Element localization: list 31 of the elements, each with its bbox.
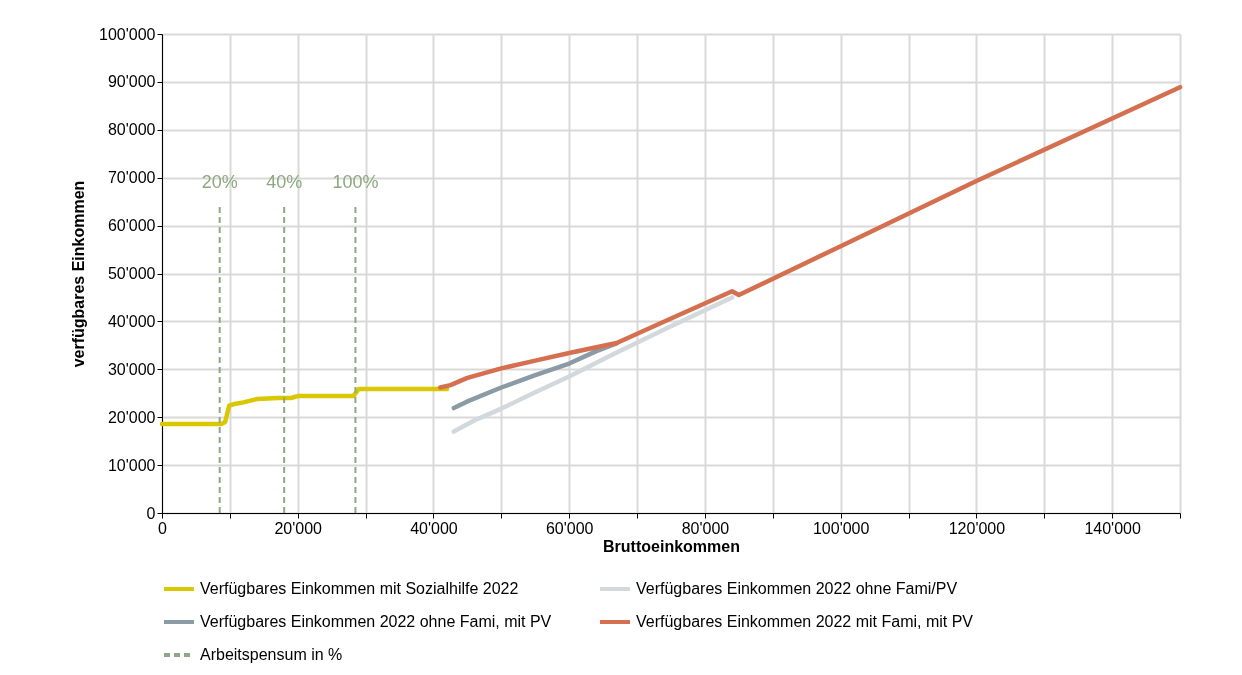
x-tick-label: 80'000: [681, 519, 730, 537]
x-tick-label: 140'000: [1084, 519, 1141, 537]
y-tick-label: 10'000: [107, 456, 156, 474]
y-tick-label: 90'000: [107, 73, 156, 91]
annotation: 100%: [332, 172, 379, 192]
line-series: [438, 84, 1183, 390]
x-tick-label: 0: [158, 519, 168, 537]
annotation: 40%: [266, 172, 303, 192]
legend-label: Verfügbares Einkommen 2022 ohne Fami, mit PV: [200, 613, 552, 630]
text: Arbeitspensum in %: [200, 646, 343, 663]
y-tick-label: 60'000: [107, 217, 156, 235]
x-tick-label: 120'000: [948, 519, 1006, 537]
y-tick-label: 80'000: [107, 121, 156, 139]
x-axis-title: Bruttoeinkommen: [603, 537, 740, 555]
legend-label: Verfügbares Einkommen mit Sozialhilfe 2022: [200, 580, 519, 597]
line-series: [159, 386, 450, 427]
y-tick-label: 30'000: [107, 360, 156, 378]
y-tick-label: 40'000: [107, 312, 156, 330]
x-tick-label: 60'000: [545, 519, 594, 537]
y-tick-label: 100'000: [99, 25, 156, 43]
annotation: 20%: [201, 172, 238, 192]
legend-label: Verfügbares Einkommen 2022 ohne Fami/PV: [636, 580, 958, 597]
y-tick-label: 50'000: [107, 265, 156, 282]
x-tick-label: 100'000: [812, 519, 870, 537]
y-axis-title: verfügbares Einkommen: [70, 180, 88, 368]
y-tick-label: 20'000: [107, 408, 156, 426]
y-tick-label: 0: [146, 504, 156, 522]
x-tick-label: 20'000: [274, 519, 323, 537]
legend-label: Verfügbares Einkommen 2022 mit Fami, mit PV: [636, 613, 974, 630]
y-tick-label: 70'000: [107, 169, 156, 187]
x-tick-label: 40'000: [410, 519, 458, 537]
